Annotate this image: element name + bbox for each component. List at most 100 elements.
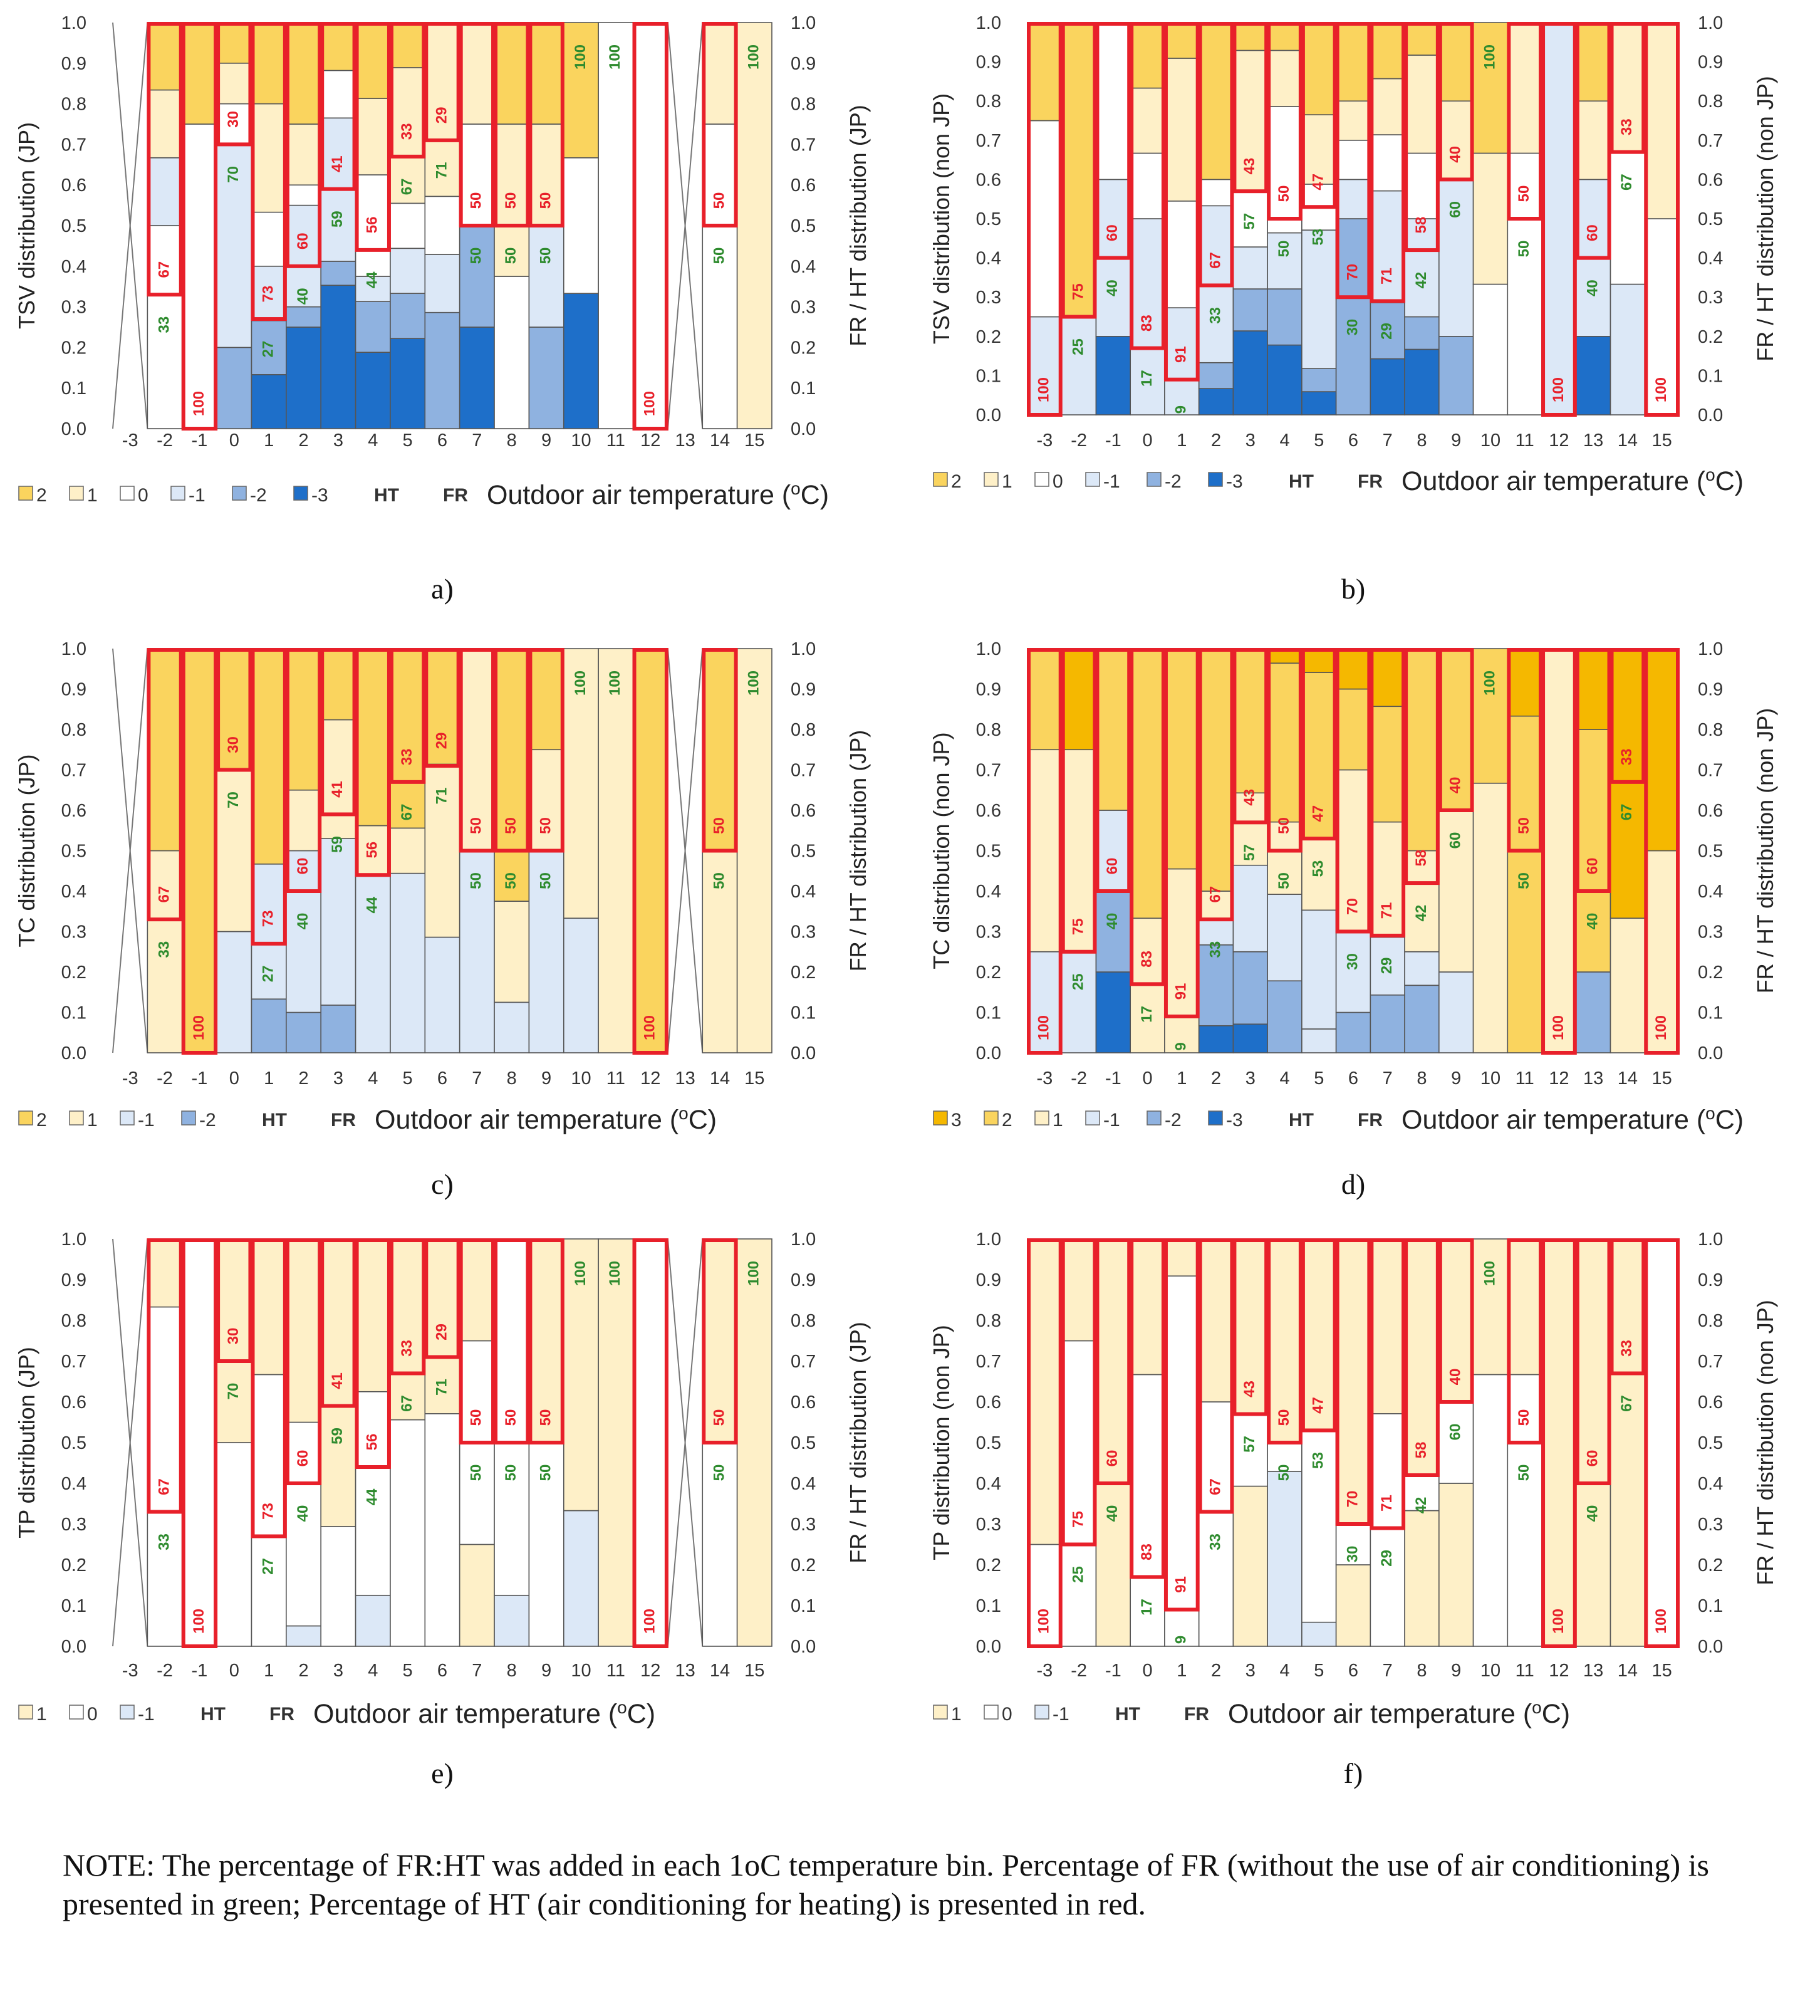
bar-segment-c1 <box>251 103 287 213</box>
fr-percent-label: 59 <box>329 211 346 227</box>
ht-box <box>389 22 426 159</box>
bar-segment-c2 <box>1575 22 1611 102</box>
bar-segment-c1 <box>355 98 391 175</box>
bar-segment-cm2 <box>1370 302 1405 360</box>
bar-segment-cm3 <box>1198 388 1234 415</box>
bar-segment-c2 <box>1370 22 1405 80</box>
panel-label: e) <box>431 1757 454 1789</box>
y-tick-right: 0.4 <box>1698 249 1723 269</box>
bar-segment-c1 <box>1609 1238 1646 1647</box>
legend-label: 1 <box>36 1704 47 1725</box>
ht-percent-label: 56 <box>364 842 381 859</box>
x-tick-label: -3 <box>1036 1661 1053 1681</box>
y-tick-right: 0.5 <box>1698 1433 1723 1453</box>
bar-segment-cm1 <box>390 872 426 1053</box>
fr-percent-label: 57 <box>1241 844 1258 861</box>
legend-label: 3 <box>951 1110 962 1131</box>
ht-percent-label: 67 <box>155 1478 172 1495</box>
ht-percent-label: 43 <box>1241 158 1258 175</box>
fr-percent-label: 50 <box>502 1465 519 1481</box>
bar-segment-c0 <box>1095 22 1131 180</box>
x-tick-label: 8 <box>1417 1661 1427 1681</box>
ht-percent-label: 50 <box>537 192 554 209</box>
x-tick-label: 2 <box>1211 431 1221 451</box>
fr-percent-label: 71 <box>433 788 450 805</box>
bars <box>112 22 772 429</box>
bar-segment-c2 <box>1232 648 1268 794</box>
bar-segment-cm1 <box>390 248 426 295</box>
fr-percent-label: 53 <box>1310 1452 1327 1469</box>
x-tick-label: 11 <box>1516 431 1534 451</box>
bar-segment-cm3 <box>1575 335 1611 415</box>
bar-segment-c0 <box>355 1391 391 1596</box>
ht-box <box>1644 648 1680 1055</box>
y-tick-right: 0.5 <box>1698 209 1723 229</box>
ht-box <box>1061 1238 1097 1547</box>
bar-segment-c3 <box>1575 648 1611 730</box>
x-tick-label: 8 <box>507 431 517 451</box>
bar-segment-c1 <box>424 763 460 938</box>
bar-segment-c1 <box>1609 917 1646 1053</box>
x-tick-label: 1 <box>264 1068 274 1089</box>
bar-segment-c0 <box>390 1419 426 1647</box>
bar-segment-c1 <box>1370 821 1405 938</box>
ht-box <box>1198 22 1234 288</box>
y-tick-left: 0.6 <box>61 1392 86 1413</box>
ht-percent-label: 43 <box>1241 1381 1258 1397</box>
bar-segment-c1 <box>528 123 564 226</box>
bar-segment-cm3 <box>563 293 599 429</box>
x-tick-label: 0 <box>229 431 239 451</box>
x-tick-label: 2 <box>298 1068 308 1089</box>
x-tick-label: 5 <box>1314 431 1324 451</box>
y-tick-left: 0.1 <box>976 1003 1001 1023</box>
ht-percent-label: 50 <box>468 817 485 834</box>
bar-segment-cm1 <box>1267 894 1303 981</box>
bar-segment-c0 <box>1267 1442 1303 1472</box>
x-tick-label: 3 <box>1245 431 1256 451</box>
ht-outline: 67 33 100 30 70 73 27 60 40 41 59 56 44 33 67 29 71 50 50 5… <box>147 1238 762 1648</box>
bar-segment-cm1 <box>1301 909 1337 1030</box>
axes: 0.0 0.0 0.1 0.1 0.2 0.2 0.3 0.3 0.4 0.4 0.5 0.5 0.6 0… <box>14 13 871 451</box>
legend-swatch-cm3 <box>1208 472 1223 487</box>
legend-swatch-c0 <box>1034 472 1049 487</box>
bar-segment-c2 <box>563 22 599 159</box>
y-tick-left: 0.3 <box>61 1515 86 1535</box>
fr-percent-label: 50 <box>1516 241 1532 258</box>
ht-percent-label: 41 <box>329 155 346 172</box>
x-tick-label: 10 <box>1480 431 1500 451</box>
bar-segment-cm1 <box>1301 229 1337 369</box>
ht-box <box>320 22 356 191</box>
y-tick-left: 0.1 <box>61 1596 86 1616</box>
legend-swatch-c0 <box>69 1705 84 1720</box>
bar-segment-c1 <box>494 901 530 1003</box>
bar-segment-c1 <box>1164 58 1200 202</box>
bar-segment-c1 <box>1644 850 1680 1053</box>
bar-segment-c0 <box>632 22 668 429</box>
bar-segment-c1 <box>1575 100 1611 180</box>
bar-segment-c2 <box>528 22 564 125</box>
bar-segment-c1 <box>1404 1510 1440 1647</box>
no-data-cross <box>667 22 704 429</box>
ht-percent-label: 50 <box>1516 817 1532 834</box>
ht-box <box>216 1238 252 1363</box>
bar-segment-c2 <box>1404 22 1440 56</box>
x-axis-title: Outdoor air temperature (oC) <box>313 1698 655 1730</box>
bar-segment-c0 <box>251 211 287 267</box>
fr-percent-label: 40 <box>1584 279 1601 296</box>
ht-box <box>355 1238 391 1469</box>
ht-box <box>528 648 564 853</box>
legend-fr: FR <box>1184 1704 1209 1725</box>
x-tick-label: -3 <box>122 1068 138 1089</box>
ht-box <box>632 1238 668 1648</box>
fr-percent-label: 60 <box>1447 832 1464 849</box>
y-tick-left: 0.9 <box>976 1270 1001 1290</box>
ht-box <box>494 648 530 853</box>
panel-label: a) <box>431 573 454 605</box>
y-tick-left: 0.8 <box>976 1311 1001 1331</box>
ht-box <box>355 648 391 877</box>
ht-percent-label: 60 <box>294 232 311 249</box>
ht-percent-label: 70 <box>1344 1491 1361 1508</box>
bar-segment-c2 <box>1095 648 1131 811</box>
y-tick-right: 0.5 <box>1698 842 1723 862</box>
